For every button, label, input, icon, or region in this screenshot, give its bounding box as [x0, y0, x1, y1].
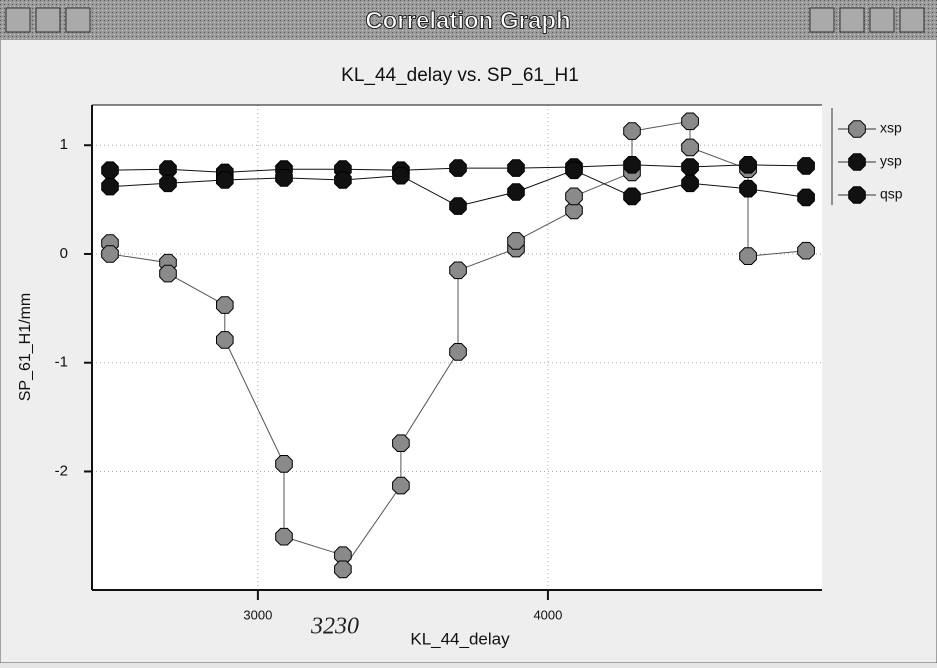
data-point — [681, 138, 699, 157]
menu-button[interactable] — [5, 7, 31, 33]
data-point — [334, 171, 352, 189]
data-point — [565, 201, 583, 220]
legend-marker — [848, 186, 866, 204]
data-point — [275, 527, 293, 546]
legend-label: ysp — [880, 153, 902, 169]
legend-marker — [848, 153, 866, 171]
shade-button[interactable] — [65, 7, 91, 33]
handwritten-note: 3230 — [310, 614, 359, 640]
data-point — [739, 179, 757, 198]
legend-label: xsp — [880, 120, 902, 136]
data-point — [449, 159, 467, 177]
maximize-button[interactable] — [869, 7, 895, 33]
data-point — [507, 183, 525, 201]
data-point — [507, 159, 525, 177]
data-point — [623, 122, 641, 140]
iconify-button[interactable] — [839, 7, 865, 33]
legend-label: qsp — [880, 186, 903, 202]
chart-title: KL_44_delay vs. SP_61_H1 — [341, 65, 579, 86]
data-point — [681, 158, 699, 176]
x-tick-label: 3000 — [243, 607, 272, 622]
data-point — [275, 455, 293, 473]
data-point — [797, 188, 815, 207]
data-point — [216, 331, 234, 349]
data-point — [739, 156, 757, 174]
data-point — [449, 197, 467, 215]
data-point — [159, 174, 177, 193]
data-point — [101, 161, 119, 180]
legend-marker — [848, 120, 866, 138]
data-point — [449, 261, 467, 280]
data-point — [159, 264, 177, 283]
pin-button[interactable] — [35, 7, 61, 33]
y-tick-label: 1 — [60, 136, 68, 153]
data-point — [334, 560, 352, 579]
title-bar — [0, 0, 937, 40]
minimize-button[interactable] — [809, 7, 835, 33]
data-point — [507, 232, 525, 250]
data-point — [681, 112, 699, 131]
data-point — [797, 157, 815, 175]
data-point — [392, 476, 410, 495]
data-point — [797, 241, 815, 260]
data-point — [392, 166, 410, 185]
data-point — [623, 156, 641, 174]
data-point — [101, 177, 119, 196]
data-point — [101, 245, 119, 263]
y-tick-label: 0 — [60, 245, 68, 262]
data-point — [216, 171, 234, 189]
data-point — [449, 343, 467, 361]
y-axis-label: SP_61_H1/mm — [17, 293, 34, 402]
window-title: Correlation Graph — [365, 7, 570, 34]
data-point — [275, 169, 293, 187]
data-point — [565, 161, 583, 180]
data-point — [681, 174, 699, 193]
x-axis-label: KL_44_delay — [410, 629, 510, 648]
data-point — [392, 434, 410, 452]
y-tick-label: -2 — [55, 462, 68, 479]
data-point — [216, 296, 234, 314]
x-tick-label: 4000 — [533, 607, 562, 622]
close-button[interactable] — [899, 7, 925, 33]
y-tick-label: -1 — [55, 354, 68, 371]
data-point — [565, 187, 583, 206]
data-point — [623, 187, 641, 206]
data-point — [739, 247, 757, 265]
